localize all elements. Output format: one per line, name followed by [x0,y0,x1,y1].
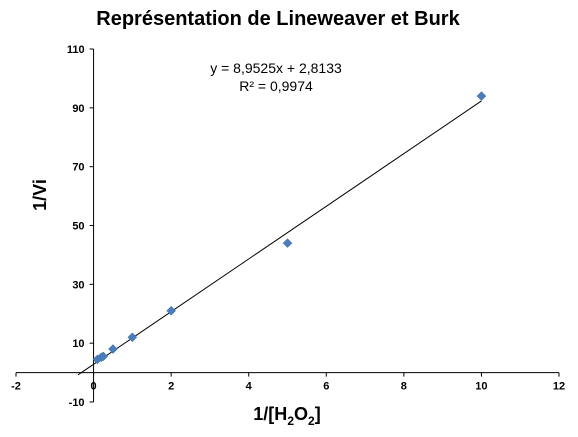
x-tick-label: 8 [401,381,407,393]
trendline-line [77,100,482,376]
y-tick-label: 110 [67,44,85,56]
data-point [476,91,487,101]
y-axis-title: 1/Vi [30,179,50,211]
y-tick-label: 70 [72,162,84,174]
data-point [98,351,109,362]
tick-labels: -10 10 30 50 70 90 110 -2 0 2 4 6 8 10 12 [11,44,565,409]
trendline [77,100,482,376]
y-tick-label: 30 [72,279,84,291]
data-point [166,305,176,316]
x-tick-label: -2 [11,381,21,393]
x-tick-label: 10 [475,381,487,393]
x-axis-title-sub1: 2 [287,414,294,428]
x-tick-label: 2 [168,381,174,393]
x-axis-title-end: ] [315,404,321,424]
x-axis-title-main: 1/[H [253,404,287,424]
y-tick-label: 90 [72,103,84,115]
data-point [127,332,138,343]
x-tick-label: 0 [91,381,97,393]
x-axis-title-mid: O [294,404,308,424]
trendline-equation: y = 8,9525x + 2,8133 [210,60,342,76]
x-axis-title: 1/[H2O2] [253,404,320,428]
x-tick-label: 6 [323,381,329,393]
data-points [92,91,487,365]
trendline-r2: R² = 0,9974 [239,78,313,94]
y-tick-label: -10 [69,397,85,409]
y-tick-label: 10 [72,338,84,350]
axes [15,48,560,403]
x-tick-label: 12 [553,381,565,393]
chart-title: Représentation de Lineweaver et Burk [96,8,460,30]
x-tick-label: 4 [246,381,253,393]
data-point [108,344,118,354]
y-tick-label: 50 [72,221,84,233]
x-axis-title-sub2: 2 [308,414,315,428]
data-point [282,238,293,249]
